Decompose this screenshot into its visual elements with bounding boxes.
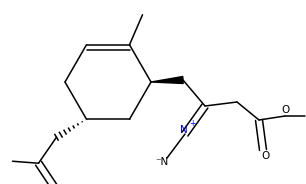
Text: O: O: [262, 151, 270, 161]
Text: N: N: [180, 125, 188, 135]
Text: ⁻N: ⁻N: [155, 157, 169, 167]
Text: +: +: [189, 119, 195, 128]
Text: O: O: [281, 105, 289, 115]
Polygon shape: [151, 77, 183, 84]
